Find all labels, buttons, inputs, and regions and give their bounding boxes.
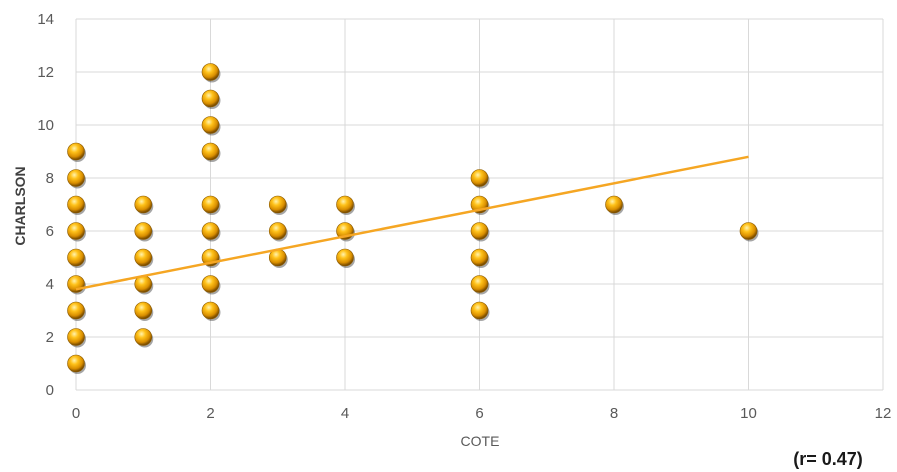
data-point-marker <box>470 248 489 267</box>
data-point-marker <box>134 195 153 214</box>
data-point <box>470 301 490 321</box>
data-point <box>134 328 154 348</box>
data-point <box>134 301 154 321</box>
data-point-marker <box>201 89 220 108</box>
data-point <box>67 354 86 374</box>
x-tick-label: 2 <box>206 405 214 422</box>
data-point <box>605 195 624 215</box>
data-point-marker <box>134 222 153 240</box>
data-point <box>67 222 86 242</box>
y-tick-label: 14 <box>37 11 54 28</box>
data-point <box>201 142 221 162</box>
y-axis-title: CHARLSON <box>12 166 28 245</box>
data-point-marker <box>201 301 220 320</box>
data-point <box>67 142 86 162</box>
x-tick-labels: 0 2 4 6 8 10 12 <box>72 405 892 422</box>
data-point <box>201 222 221 242</box>
x-tick-label: 8 <box>610 405 618 422</box>
data-point <box>67 195 86 215</box>
x-axis-title: COTE <box>461 433 500 449</box>
data-point-marker <box>739 222 758 240</box>
data-point-marker <box>67 248 85 267</box>
data-point <box>201 195 221 215</box>
data-point-marker <box>67 222 85 240</box>
data-point-marker <box>67 275 85 293</box>
x-tick-label: 4 <box>341 405 349 422</box>
data-point <box>470 222 490 242</box>
data-point-marker <box>470 301 489 320</box>
data-point <box>739 222 759 242</box>
data-point <box>470 169 490 189</box>
trendline <box>75 155 749 291</box>
data-point-marker <box>336 248 354 267</box>
data-point-marker <box>67 328 85 346</box>
data-point <box>134 248 154 268</box>
data-point <box>67 275 86 295</box>
data-point-marker <box>201 116 220 134</box>
data-point-marker <box>201 275 220 293</box>
data-point <box>201 63 221 83</box>
y-tick-label: 12 <box>37 64 54 81</box>
data-point-marker <box>134 248 153 267</box>
data-point <box>336 195 355 215</box>
data-point <box>268 248 288 268</box>
data-point-marker <box>268 195 287 214</box>
x-tick-label: 12 <box>875 405 892 422</box>
data-point <box>134 222 154 242</box>
data-point-marker <box>470 222 489 240</box>
data-point <box>67 328 86 348</box>
y-tick-label: 6 <box>46 223 54 240</box>
data-point <box>201 89 221 109</box>
data-point-marker <box>336 195 354 214</box>
data-point <box>134 275 154 295</box>
trendline-layer <box>75 155 749 291</box>
y-tick-labels: 0 2 4 6 8 10 12 14 <box>37 11 54 399</box>
data-point <box>201 275 221 295</box>
data-point-marker <box>605 195 623 214</box>
x-tick-label: 0 <box>72 405 80 422</box>
x-tick-label: 6 <box>475 405 483 422</box>
data-point <box>470 275 490 295</box>
data-point <box>67 301 86 321</box>
data-point <box>201 301 221 321</box>
data-point-marker <box>67 301 85 320</box>
data-point-marker <box>470 169 489 187</box>
data-point <box>336 248 355 268</box>
data-point <box>134 195 154 215</box>
data-point-marker <box>67 169 85 187</box>
data-point-marker <box>134 301 153 320</box>
data-point <box>268 195 288 215</box>
data-point-marker <box>67 195 85 214</box>
y-tick-label: 10 <box>37 117 54 134</box>
data-point-marker <box>201 63 220 81</box>
data-point-marker <box>67 354 85 373</box>
data-point-marker <box>470 275 489 293</box>
data-point-marker <box>201 195 220 214</box>
x-tick-label: 10 <box>740 405 757 422</box>
data-point <box>201 116 221 136</box>
y-tick-label: 2 <box>46 329 54 346</box>
y-tick-label: 8 <box>46 170 54 187</box>
y-tick-label: 0 <box>46 382 54 399</box>
data-point-marker <box>67 142 85 161</box>
data-point-marker <box>201 222 220 240</box>
data-point <box>470 248 490 268</box>
data-point-marker <box>268 222 287 240</box>
data-points <box>67 63 759 374</box>
data-point-marker <box>134 328 153 346</box>
data-point <box>268 222 288 242</box>
data-point <box>67 169 86 189</box>
y-tick-label: 4 <box>46 276 54 293</box>
data-point-marker <box>201 142 220 161</box>
data-point <box>67 248 86 268</box>
correlation-annotation: (r= 0.47) <box>793 449 863 469</box>
